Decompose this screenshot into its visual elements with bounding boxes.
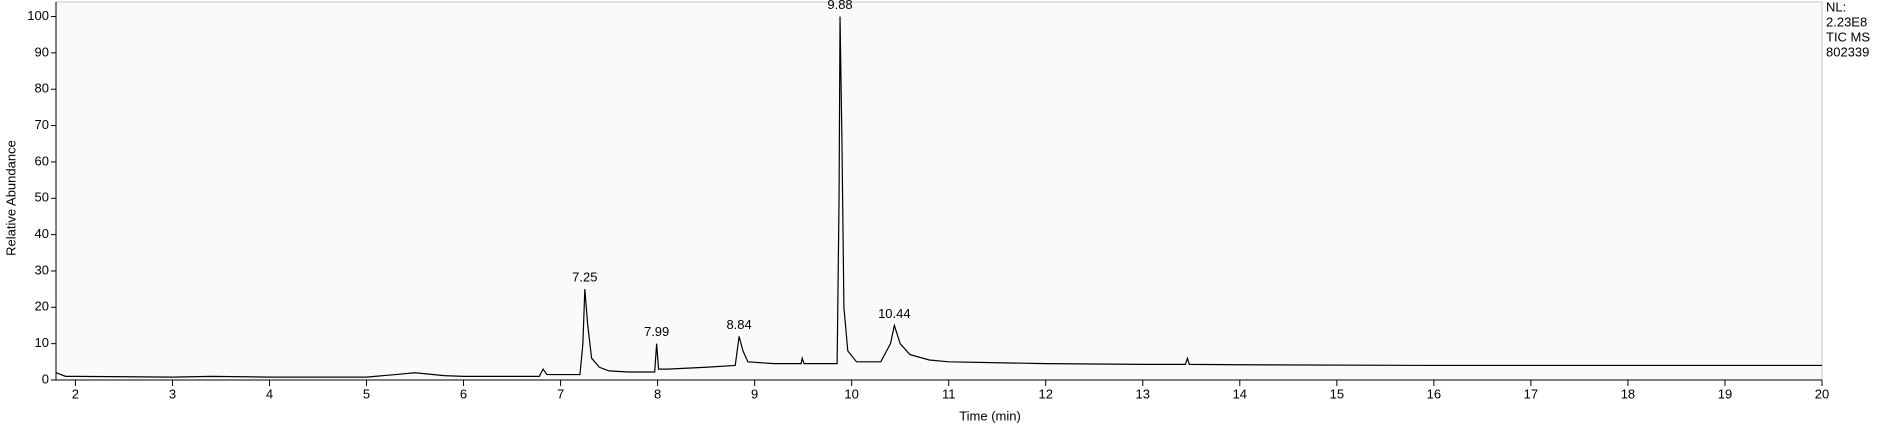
y-tick-label: 30 bbox=[35, 262, 49, 277]
x-tick-label: 8 bbox=[654, 386, 661, 401]
y-tick-label: 40 bbox=[35, 226, 49, 241]
peak-label: 8.84 bbox=[726, 317, 751, 332]
x-tick-label: 19 bbox=[1718, 386, 1732, 401]
x-tick-label: 4 bbox=[266, 386, 273, 401]
x-tick-label: 20 bbox=[1815, 386, 1829, 401]
x-tick-label: 15 bbox=[1330, 386, 1344, 401]
x-tick-label: 6 bbox=[460, 386, 467, 401]
x-tick-label: 5 bbox=[363, 386, 370, 401]
x-tick-label: 14 bbox=[1233, 386, 1247, 401]
info-text: NL: bbox=[1826, 0, 1846, 14]
peak-label: 9.88 bbox=[827, 0, 852, 12]
info-text: 2.23E8 bbox=[1826, 14, 1867, 29]
y-tick-label: 100 bbox=[27, 8, 49, 23]
y-tick-label: 70 bbox=[35, 117, 49, 132]
peak-label: 7.99 bbox=[644, 324, 669, 339]
x-tick-label: 12 bbox=[1039, 386, 1053, 401]
x-tick-label: 10 bbox=[844, 386, 858, 401]
y-tick-label: 60 bbox=[35, 153, 49, 168]
x-tick-label: 2 bbox=[72, 386, 79, 401]
x-tick-label: 3 bbox=[169, 386, 176, 401]
trace bbox=[55, 16, 1822, 378]
y-tick-label: 50 bbox=[35, 190, 49, 205]
plot-area bbox=[55, 1, 1823, 381]
info-text: 802339 bbox=[1826, 44, 1869, 59]
y-tick-label: 80 bbox=[35, 81, 49, 96]
info-text: TIC MS bbox=[1826, 29, 1870, 44]
y-tick-label: 10 bbox=[35, 335, 49, 350]
y-tick-label: 20 bbox=[35, 299, 49, 314]
x-tick-label: 13 bbox=[1136, 386, 1150, 401]
x-tick-label: 16 bbox=[1427, 386, 1441, 401]
x-axis-label: Time (min) bbox=[959, 408, 1021, 423]
x-tick-label: 7 bbox=[557, 386, 564, 401]
peak-label: 10.44 bbox=[878, 306, 911, 321]
x-tick-label: 11 bbox=[942, 386, 956, 401]
x-tick-label: 18 bbox=[1621, 386, 1635, 401]
y-tick-label: 90 bbox=[35, 44, 49, 59]
y-tick-label: 0 bbox=[42, 371, 49, 386]
peak-label: 7.25 bbox=[572, 270, 597, 285]
x-tick-label: 17 bbox=[1524, 386, 1538, 401]
x-tick-label: 9 bbox=[751, 386, 758, 401]
y-axis-label: Relative Abundance bbox=[3, 140, 18, 256]
